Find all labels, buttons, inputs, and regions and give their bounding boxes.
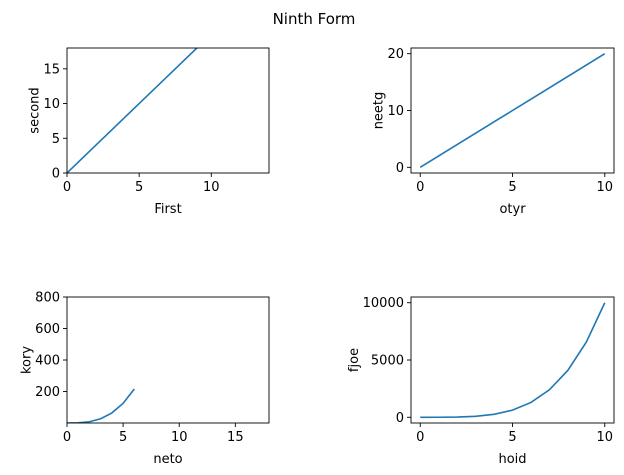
y-axis-label: neetg [372,92,387,130]
axes-frame [66,47,270,174]
y-tick-label: 400 [35,354,60,369]
subplot-bottom-left: 0 5 10 15 200 400 600 800 neto kory [19,291,270,467]
y-tick-label: 0 [396,411,404,426]
x-axis-label: hoid [498,452,526,467]
y-axis-label: kory [19,346,34,374]
x-tick-label: 0 [416,180,424,195]
figure-title: Ninth Form [273,10,356,28]
series-line-0 [67,48,199,173]
y-tick-label: 200 [35,385,60,400]
x-tick-label: 0 [63,180,71,195]
x-axis-label: otyr [499,202,526,217]
y-tick-label: 0 [52,167,60,182]
x-tick-label: 10 [171,430,188,445]
x-axis-label: First [154,202,181,217]
axes-frame [410,296,615,424]
axes-frame [66,296,270,424]
series-line-0 [420,302,606,419]
x-tick-label: 0 [63,430,71,445]
y-axis-label: fjoe [347,348,362,372]
x-tick-label: 5 [508,430,516,445]
x-tick-label: 5 [119,430,127,445]
y-tick-label: 0 [396,161,404,176]
subplot-top-left: 0 5 10 0 5 10 15 First second [28,47,270,217]
series-line-0 [419,52,606,169]
x-tick-label: 10 [596,430,613,445]
x-tick-label: 0 [416,430,424,445]
y-tick-label: 10 [387,104,404,119]
x-tick-label: 5 [135,180,143,195]
x-tick-label: 15 [227,430,244,445]
y-tick-label: 10 [43,97,60,112]
x-axis-label: neto [153,452,182,467]
y-axis-label: second [28,87,43,133]
y-tick-label: 15 [43,62,60,77]
y-tick-label: 5 [52,132,60,147]
subplot-bottom-right: 0 5 10 0 5000 10000 hoid fjoe [347,296,615,467]
y-tick-label: 600 [35,322,60,337]
y-tick-label: 5000 [371,354,404,369]
x-tick-label: 5 [508,180,516,195]
x-tick-label: 10 [203,180,220,195]
series-line-0 [67,388,135,423]
x-tick-label: 10 [596,180,613,195]
subplot-top-right: 0 5 10 0 10 20 otyr neetg [372,47,615,217]
y-tick-label: 10000 [363,296,404,311]
y-tick-label: 800 [35,291,60,306]
y-tick-label: 20 [387,47,404,62]
